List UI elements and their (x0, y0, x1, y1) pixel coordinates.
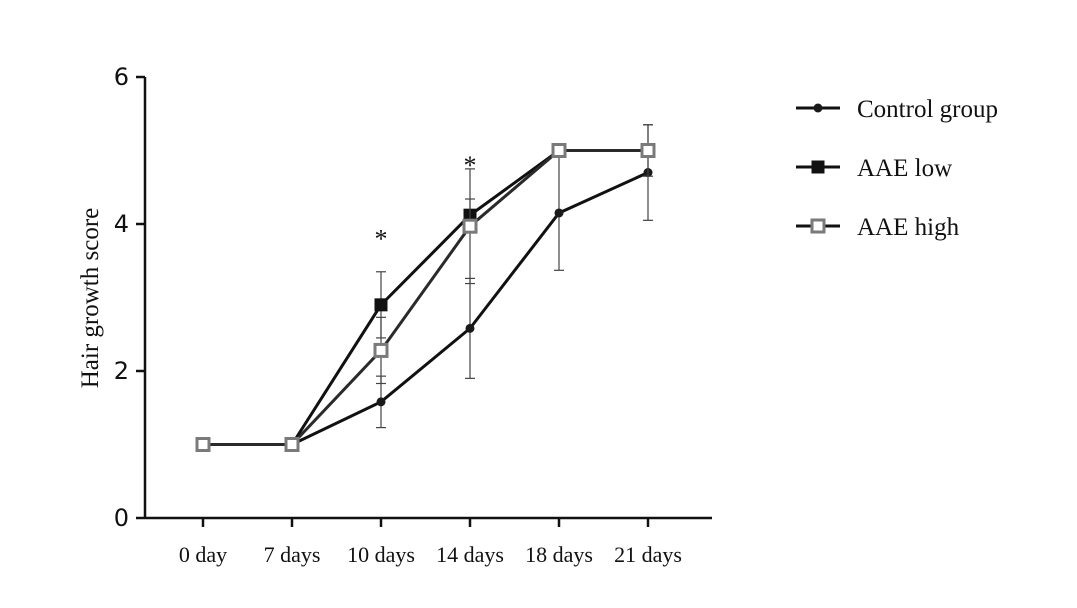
data-point (810, 218, 826, 234)
data-point (374, 298, 388, 312)
legend-item: AAE high (796, 214, 960, 241)
data-point (640, 143, 656, 158)
y-axis-title: Hair growth score (77, 208, 104, 389)
data-point (554, 208, 564, 218)
series-line (203, 149, 648, 446)
series-line (203, 149, 648, 446)
data-point (551, 143, 567, 158)
y-tick-label: 2 (114, 357, 129, 385)
legend-item: Control group (796, 96, 998, 123)
data-point (284, 437, 300, 452)
series-line (203, 171, 649, 446)
y-tick-label: 6 (114, 63, 129, 91)
y-tick-label: 4 (114, 210, 129, 238)
x-tick-label: 14 days (436, 542, 504, 567)
y-tick-label: 0 (114, 504, 129, 532)
series-layer (195, 124, 656, 452)
data-point (373, 342, 389, 358)
x-tick-label: 10 days (347, 542, 415, 567)
significance-marker: * (375, 224, 388, 253)
series-aae-low (196, 144, 655, 451)
data-point (195, 437, 211, 452)
x-tick-label: 7 days (264, 542, 321, 567)
axes (143, 77, 712, 520)
data-point (465, 323, 475, 333)
x-tick-label: 18 days (525, 542, 593, 567)
data-point (811, 160, 825, 174)
data-point (813, 103, 823, 113)
legend-label: Control group (857, 96, 998, 123)
legend: Control group AAE low AAE high (796, 96, 998, 241)
legend-label: AAE high (857, 214, 960, 241)
series-aae-high (195, 124, 656, 452)
x-tick-label: 21 days (614, 542, 682, 567)
y-ticks: 0 2 4 6 (114, 63, 145, 532)
x-tick-label: 0 day (179, 542, 227, 567)
data-point (462, 218, 478, 234)
significance-marker: * (464, 151, 477, 180)
legend-label: AAE low (857, 155, 952, 182)
legend-item: AAE low (796, 155, 952, 182)
x-ticks: 0 day 7 days 10 days 14 days 18 days 21 days (179, 518, 682, 567)
annotation-layer: ** (375, 151, 477, 254)
data-point (376, 397, 386, 407)
